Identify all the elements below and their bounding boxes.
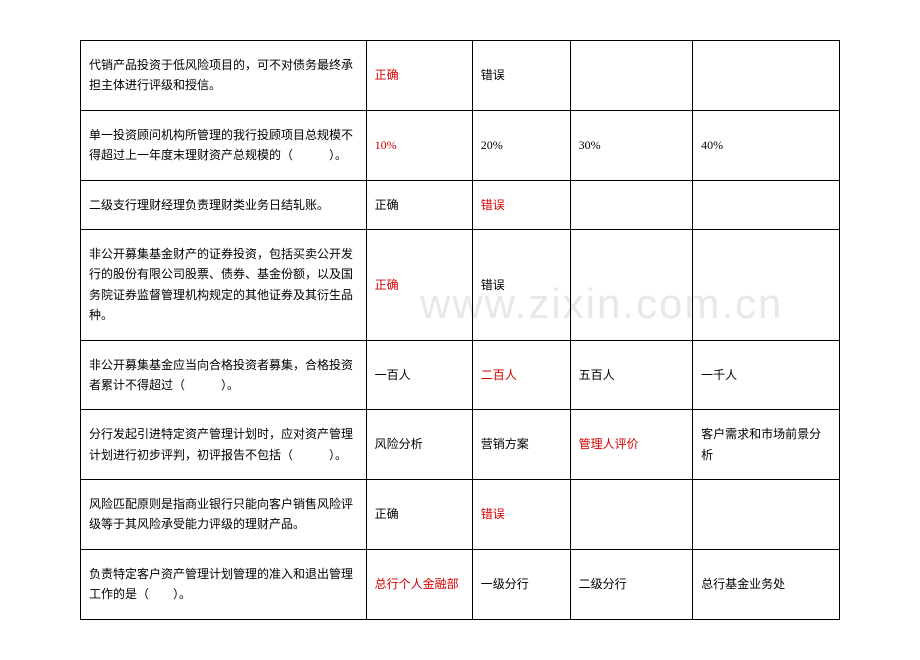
answer-cell — [570, 41, 692, 111]
answer-cell — [693, 180, 840, 229]
answer-cell: 管理人评价 — [570, 410, 692, 480]
answer-cell: 风险分析 — [366, 410, 472, 480]
answer-cell: 10% — [366, 110, 472, 180]
question-cell: 负责特定客户资产管理计划管理的准入和退出管理工作的是（ ）。 — [81, 549, 367, 619]
question-cell: 非公开募集基金应当向合格投资者募集，合格投资者累计不得超过（ ）。 — [81, 340, 367, 410]
answer-cell: 一千人 — [693, 340, 840, 410]
question-cell: 单一投资顾问机构所管理的我行投顾项目总规模不得超过上一年度末理财资产总规模的（ … — [81, 110, 367, 180]
table-row: 负责特定客户资产管理计划管理的准入和退出管理工作的是（ ）。总行个人金融部一级分… — [81, 549, 840, 619]
answer-cell: 正确 — [366, 41, 472, 111]
answer-cell: 30% — [570, 110, 692, 180]
answer-cell — [693, 480, 840, 550]
table-row: 非公开募集基金应当向合格投资者募集，合格投资者累计不得超过（ ）。一百人二百人五… — [81, 340, 840, 410]
answer-cell: 正确 — [366, 229, 472, 340]
answer-cell: 错误 — [472, 480, 570, 550]
answer-cell: 营销方案 — [472, 410, 570, 480]
answer-cell — [570, 480, 692, 550]
answer-cell: 40% — [693, 110, 840, 180]
answer-cell: 二百人 — [472, 340, 570, 410]
answer-cell: 正确 — [366, 180, 472, 229]
answer-cell — [693, 229, 840, 340]
answer-cell — [693, 41, 840, 111]
question-cell: 代销产品投资于低风险项目的，可不对债务最终承担主体进行评级和授信。 — [81, 41, 367, 111]
table-row: 风险匹配原则是指商业银行只能向客户销售风险评级等于其风险承受能力评级的理财产品。… — [81, 480, 840, 550]
answer-cell: 错误 — [472, 229, 570, 340]
answer-cell: 总行基金业务处 — [693, 549, 840, 619]
question-cell: 风险匹配原则是指商业银行只能向客户销售风险评级等于其风险承受能力评级的理财产品。 — [81, 480, 367, 550]
table-row: 二级支行理财经理负责理财类业务日结轧账。正确错误 — [81, 180, 840, 229]
answer-cell: 客户需求和市场前景分析 — [693, 410, 840, 480]
answer-cell: 二级分行 — [570, 549, 692, 619]
answer-cell: 20% — [472, 110, 570, 180]
question-cell: 非公开募集基金财产的证券投资，包括买卖公开发行的股份有限公司股票、债券、基金份额… — [81, 229, 367, 340]
table-row: 代销产品投资于低风险项目的，可不对债务最终承担主体进行评级和授信。正确错误 — [81, 41, 840, 111]
answer-cell: 错误 — [472, 41, 570, 111]
question-cell: 分行发起引进特定资产管理计划时，应对资产管理计划进行初步评判，初评报告不包括（ … — [81, 410, 367, 480]
table-row: 非公开募集基金财产的证券投资，包括买卖公开发行的股份有限公司股票、债券、基金份额… — [81, 229, 840, 340]
answer-cell: 错误 — [472, 180, 570, 229]
answer-cell — [570, 229, 692, 340]
answer-cell: 一级分行 — [472, 549, 570, 619]
answer-cell — [570, 180, 692, 229]
question-table: 代销产品投资于低风险项目的，可不对债务最终承担主体进行评级和授信。正确错误单一投… — [80, 40, 840, 620]
answer-cell: 正确 — [366, 480, 472, 550]
answer-cell: 一百人 — [366, 340, 472, 410]
table-row: 单一投资顾问机构所管理的我行投顾项目总规模不得超过上一年度末理财资产总规模的（ … — [81, 110, 840, 180]
table-row: 分行发起引进特定资产管理计划时，应对资产管理计划进行初步评判，初评报告不包括（ … — [81, 410, 840, 480]
answer-cell: 五百人 — [570, 340, 692, 410]
answer-cell: 总行个人金融部 — [366, 549, 472, 619]
question-cell: 二级支行理财经理负责理财类业务日结轧账。 — [81, 180, 367, 229]
